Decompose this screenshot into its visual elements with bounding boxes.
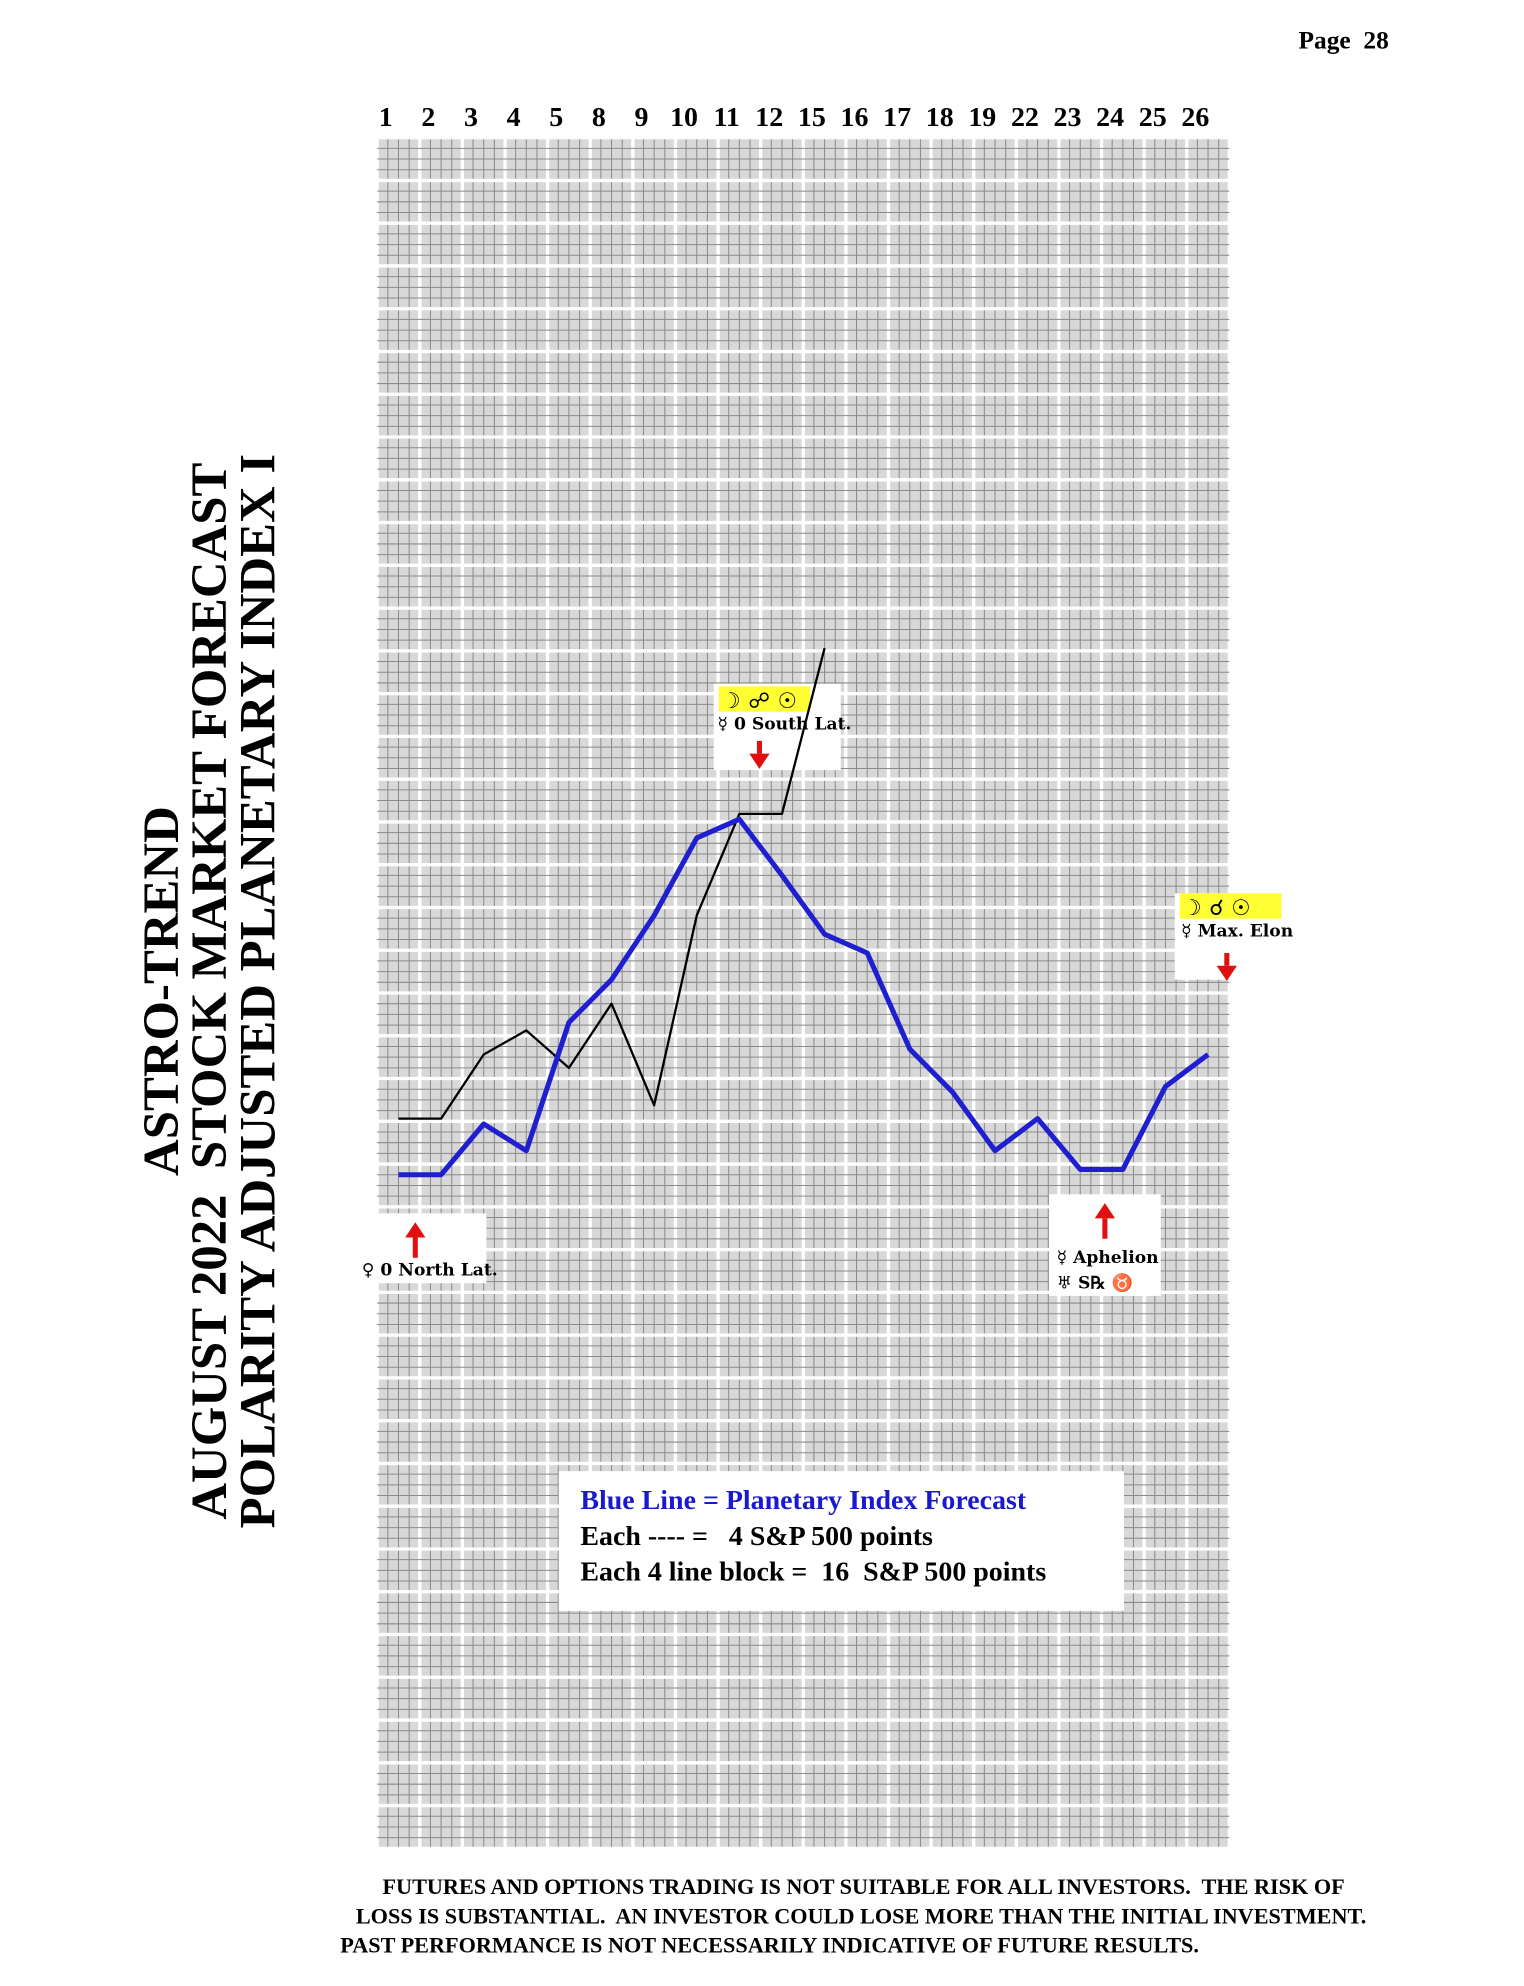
x-tick-label: 25 — [1139, 102, 1167, 133]
legend-entry: Each ---- = 4 S&P 500 points — [580, 1521, 933, 1552]
x-tick-label: 12 — [755, 102, 783, 133]
x-tick-label: 4 — [507, 102, 521, 133]
arrow-head — [405, 1222, 426, 1238]
x-tick-label: 3 — [464, 102, 478, 133]
annotation-text: ☿ Aphelion — [1057, 1248, 1160, 1268]
x-tick-label: 17 — [883, 102, 911, 133]
annotation-text: ♅ S℞ ♉ — [1057, 1272, 1133, 1293]
disclaimer-line: PAST PERFORMANCE IS NOT NECESSARILY INDI… — [340, 1932, 1199, 1957]
series — [398, 647, 1210, 1178]
x-tick-label: 23 — [1054, 102, 1082, 133]
forecast-line — [398, 816, 1210, 1178]
x-tick-label: 10 — [670, 102, 698, 133]
annotation-symbols: ☽ ☌ ☉ — [1182, 896, 1250, 921]
legend-entry: Each 4 line block = 16 S&P 500 points — [580, 1556, 1046, 1587]
x-tick-label: 9 — [634, 102, 648, 133]
annotation-symbols: ☽ ☍ ☉ — [721, 689, 797, 714]
disclaimer-line: LOSS IS SUBSTANTIAL. AN INVESTOR COULD L… — [356, 1903, 1366, 1928]
title-line: ASTRO-TREND — [133, 806, 189, 1176]
x-tick-label: 15 — [798, 102, 826, 133]
annotation-text: ♀ 0 North Lat. — [362, 1261, 498, 1281]
annotation-text: ☿ 0 South Lat. — [718, 714, 852, 734]
legend-entry: Blue Line = Planetary Index Forecast — [580, 1485, 1027, 1516]
x-tick-label: 26 — [1181, 102, 1209, 133]
x-tick-label: 8 — [592, 102, 606, 133]
x-tick-label: 1 — [379, 102, 393, 133]
x-tick-label: 24 — [1096, 102, 1124, 133]
x-tick-label: 11 — [713, 102, 739, 133]
x-tick-label: 16 — [841, 102, 869, 133]
disclaimer-line: FUTURES AND OPTIONS TRADING IS NOT SUITA… — [382, 1874, 1344, 1899]
symbol-highlight — [1179, 893, 1282, 919]
legend: Blue Line = Planetary Index Forecast Eac… — [558, 1471, 1124, 1611]
arrow-head — [1216, 965, 1237, 981]
title-line: AUGUST 2022 STOCK MARKET FORECAST — [181, 462, 237, 1519]
annotation-text: ☿ Max. Elon — [1181, 921, 1294, 941]
annotations: ♀ 0 North Lat.☽ ☍ ☉☿ 0 South Lat.☽ ☌ ☉☿ … — [355, 683, 1294, 1296]
symbol-highlight — [718, 686, 811, 712]
annotation-box — [355, 1213, 487, 1284]
x-tick-label: 5 — [549, 102, 563, 133]
title-line: POLARITY ADJUSTED PLANETARY INDEX I — [229, 454, 285, 1529]
x-tick-label: 18 — [926, 102, 954, 133]
arrow-head — [1094, 1203, 1116, 1219]
page-number: Page 28 — [1299, 27, 1389, 55]
x-tick-label: 22 — [1011, 102, 1039, 133]
arrow-head — [749, 753, 770, 769]
x-tick-label: 19 — [968, 102, 996, 133]
x-tick-label: 2 — [421, 102, 435, 133]
legend-box — [558, 1471, 1124, 1611]
price-line — [398, 647, 826, 1120]
